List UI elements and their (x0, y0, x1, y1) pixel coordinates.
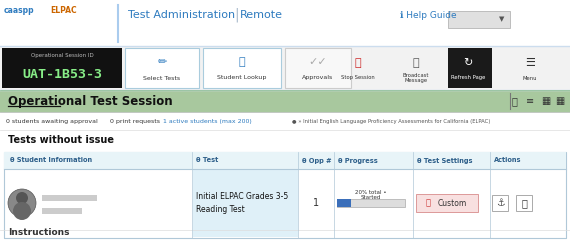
Bar (448, 11, 510, 28)
Bar (448, 48, 492, 88)
Text: ℹ Help Guide: ℹ Help Guide (400, 10, 457, 20)
Bar (0, 90, 570, 112)
Bar (492, 195, 508, 211)
Text: 20% total •
Started: 20% total • Started (355, 189, 387, 200)
Text: 0 print requests: 0 print requests (110, 119, 160, 123)
Bar (416, 194, 478, 212)
Text: 🖨: 🖨 (511, 96, 517, 106)
Text: caaspp: caaspp (4, 6, 35, 15)
Bar (42, 208, 82, 214)
Bar (203, 48, 281, 88)
Text: ▦: ▦ (555, 96, 565, 106)
Text: |: | (234, 8, 239, 22)
Text: ✓✓: ✓✓ (308, 57, 327, 67)
Text: θ Student Information: θ Student Information (10, 158, 92, 164)
Bar (0, 130, 570, 242)
Text: Initial ELPAC Grades 3-5
Reading Test: Initial ELPAC Grades 3-5 Reading Test (196, 192, 288, 214)
Text: ▦: ▦ (542, 96, 551, 106)
Text: ⛔: ⛔ (355, 58, 361, 68)
Text: ≡: ≡ (526, 96, 534, 106)
Text: θ Progress: θ Progress (338, 158, 378, 164)
Text: θ Test: θ Test (196, 158, 218, 164)
Text: Instructions: Instructions (8, 228, 70, 237)
Bar (2, 48, 122, 88)
Text: 1 active students (max 200): 1 active students (max 200) (163, 119, 252, 123)
Text: Broadcast
Message: Broadcast Message (403, 73, 429, 83)
Text: Stop Session: Stop Session (341, 76, 375, 81)
Text: Select Tests: Select Tests (144, 76, 181, 81)
Text: ⏸: ⏸ (521, 198, 527, 208)
Text: Remote: Remote (240, 10, 283, 20)
Text: Custom: Custom (437, 198, 467, 207)
Text: ● » Initial English Language Proficiency Assessments for California (ELPAC): ● » Initial English Language Proficiency… (292, 119, 490, 123)
Bar (516, 195, 532, 211)
Circle shape (13, 202, 31, 220)
Text: 📢: 📢 (413, 58, 420, 68)
Text: UAT-1B53-3: UAT-1B53-3 (22, 68, 102, 81)
Bar (0, 112, 570, 130)
Text: Test Administration: Test Administration (128, 10, 235, 20)
Text: ⚓: ⚓ (496, 198, 504, 208)
Text: Approvals: Approvals (302, 76, 333, 81)
Bar (4, 152, 566, 169)
Bar (337, 199, 351, 207)
Text: ☰: ☰ (525, 58, 535, 68)
Text: ↻: ↻ (463, 58, 473, 68)
Text: Refresh Page: Refresh Page (451, 76, 485, 81)
Text: ▼: ▼ (499, 16, 504, 22)
Text: 👁: 👁 (425, 198, 430, 207)
Bar (285, 48, 351, 88)
Bar (337, 199, 405, 207)
Text: Student Lookup: Student Lookup (217, 76, 267, 81)
Text: Actions: Actions (494, 158, 522, 164)
Circle shape (8, 189, 36, 217)
Bar (193, 169, 298, 237)
Bar (0, 46, 570, 90)
Text: ELPAC: ELPAC (50, 6, 76, 15)
Text: 0 students awaiting approval: 0 students awaiting approval (6, 119, 97, 123)
Bar (42, 195, 97, 201)
Text: Operational Test Session: Operational Test Session (8, 94, 173, 107)
Text: Menu: Menu (523, 76, 538, 81)
Text: θ Opp #: θ Opp # (302, 158, 332, 164)
Text: ✏: ✏ (157, 57, 166, 67)
Bar (4, 152, 566, 238)
Bar (0, 0, 570, 46)
Text: 1: 1 (313, 198, 319, 208)
Text: Operational Session ID: Operational Session ID (31, 53, 93, 59)
Circle shape (16, 192, 28, 204)
Bar (125, 48, 199, 88)
Text: θ Test Settings: θ Test Settings (417, 158, 473, 164)
Text: Tests without issue: Tests without issue (8, 135, 114, 145)
Text: 🔍: 🔍 (239, 57, 245, 67)
